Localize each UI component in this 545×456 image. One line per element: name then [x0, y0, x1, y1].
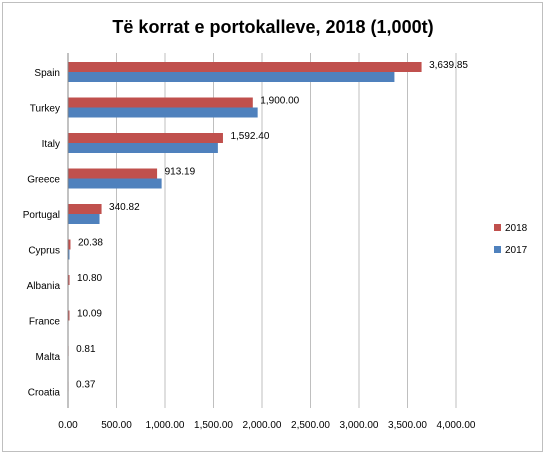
bar-2017-spain: [69, 72, 395, 82]
data-label: 0.81: [76, 344, 96, 355]
bar-2018-france: [69, 311, 70, 321]
bars: [69, 62, 422, 392]
legend-swatch: [494, 246, 501, 253]
data-label: 0.37: [76, 380, 96, 391]
bar-2017-portugal: [69, 214, 100, 224]
bar-2018-albania: [69, 275, 70, 285]
x-tick-label: 2,000.00: [243, 420, 282, 431]
legend-entry: 2017: [505, 245, 528, 256]
x-tick-label: 2,500.00: [291, 420, 330, 431]
category-label: Croatia: [28, 388, 61, 399]
bar-2018-greece: [69, 169, 158, 179]
x-tick-label: 3,000.00: [340, 420, 379, 431]
data-label: 913.19: [165, 167, 196, 178]
bar-2018-portugal: [69, 204, 102, 214]
bar-2017-italy: [69, 143, 218, 153]
category-label: Spain: [34, 68, 60, 79]
legend-entry: 2018: [505, 223, 528, 234]
data-label: 3,639.85: [429, 60, 468, 71]
bar-2018-italy: [69, 133, 223, 143]
category-label: France: [29, 317, 61, 328]
x-tick-label: 4,000.00: [437, 420, 476, 431]
category-label: Albania: [27, 281, 61, 292]
category-label: Malta: [36, 352, 61, 363]
data-label: 1,900.00: [260, 96, 299, 107]
data-label: 1,592.40: [230, 131, 269, 142]
category-labels: Spain Turkey Italy Greece Portugal Cyprus Alba…: [23, 68, 61, 399]
bar-2018-turkey: [69, 98, 253, 108]
category-label: Portugal: [23, 210, 60, 221]
data-label: 10.09: [77, 309, 102, 320]
data-label: 20.38: [78, 238, 103, 249]
x-tick-labels: 0.00 500.00 1,000.00 1,500.00 2,000.00 2,500.…: [58, 420, 476, 431]
legend: 2018 2017: [494, 223, 528, 256]
data-label: 10.80: [77, 273, 102, 284]
bar-2017-turkey: [69, 108, 258, 118]
category-label: Greece: [27, 175, 60, 186]
x-tick-label: 3,500.00: [388, 420, 427, 431]
x-tick-label: 0.00: [58, 420, 78, 431]
orange-harvest-chart: Të korrat e portokalleve, 2018 (1,000t) …: [3, 3, 542, 451]
x-tick-label: 500.00: [101, 420, 132, 431]
x-tick-label: 1,000.00: [146, 420, 185, 431]
bar-2018-cyprus: [69, 240, 71, 250]
chart-title: Të korrat e portokalleve, 2018 (1,000t): [112, 17, 433, 37]
x-tick-label: 1,500.00: [194, 420, 233, 431]
category-label: Italy: [42, 139, 60, 150]
bar-2018-spain: [69, 62, 422, 72]
chart-frame: Të korrat e portokalleve, 2018 (1,000t) …: [2, 2, 543, 452]
bar-2017-greece: [69, 179, 162, 189]
category-label: Cyprus: [28, 246, 60, 257]
data-label: 340.82: [109, 202, 140, 213]
legend-swatch: [494, 224, 501, 231]
category-label: Turkey: [30, 104, 60, 115]
bar-2017-cyprus: [69, 250, 70, 260]
